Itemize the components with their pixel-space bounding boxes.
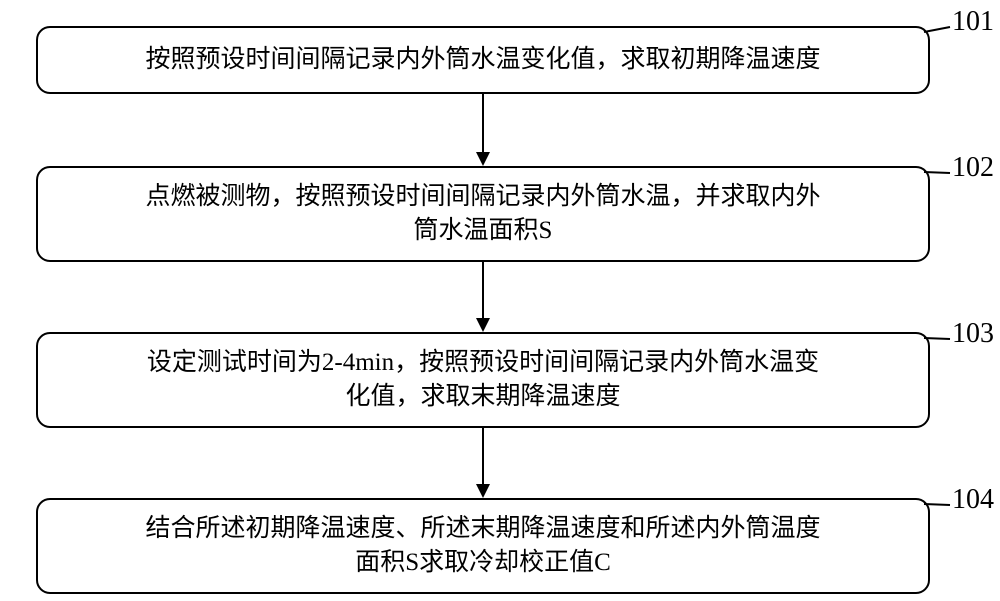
flow-arrow [0,0,1000,601]
flowchart-canvas: 按照预设时间间隔记录内外筒水温变化值，求取初期降温速度101点燃被测物，按照预设… [0,0,1000,601]
